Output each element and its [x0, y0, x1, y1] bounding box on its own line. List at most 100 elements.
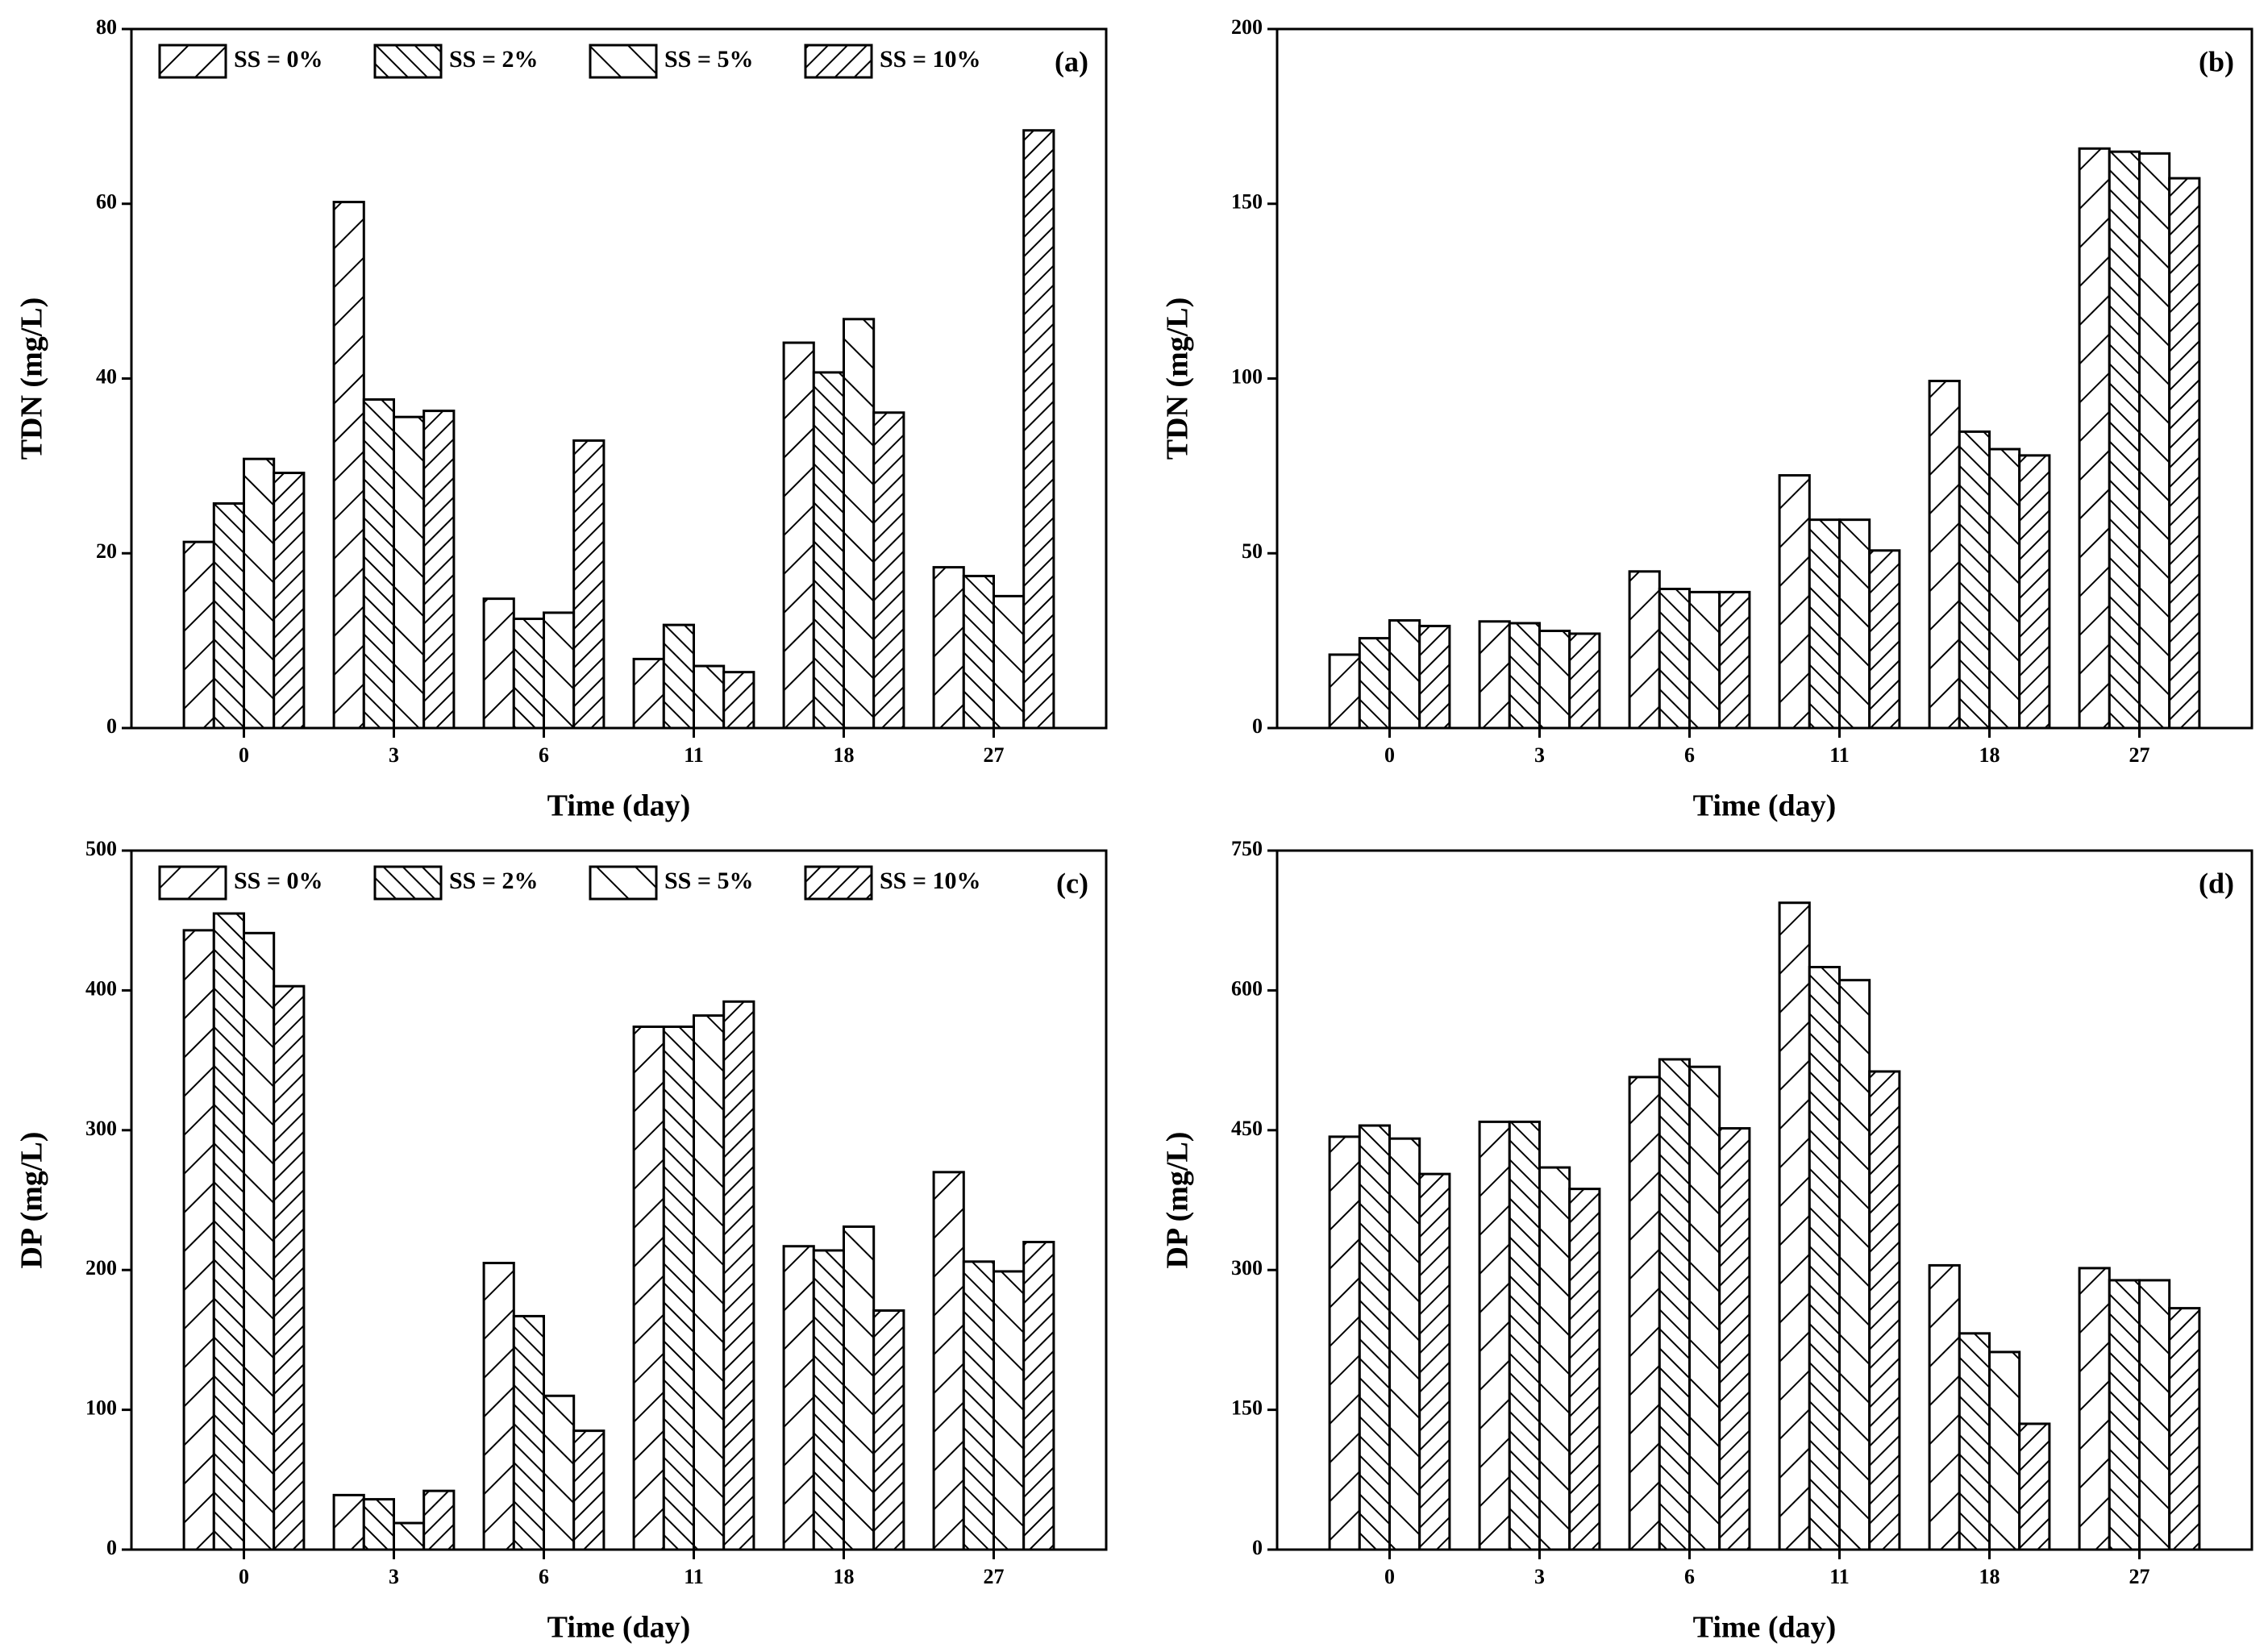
bar [2138, 152, 2171, 730]
plot-frame [1275, 849, 2253, 1551]
bar [2018, 1422, 2051, 1551]
x-tick-label: 11 [684, 743, 704, 767]
bar [1808, 966, 1841, 1551]
legend-label: SS = 10% [880, 868, 980, 894]
bar [962, 1260, 996, 1551]
x-tick-label: 3 [389, 743, 399, 767]
bar [1928, 380, 1961, 730]
bar [1418, 624, 1451, 730]
x-tick-label: 11 [684, 1565, 704, 1588]
bar [722, 1000, 755, 1551]
bar [2138, 1279, 2171, 1551]
x-tick-label: 11 [1829, 743, 1850, 767]
legend-label: SS = 2% [449, 46, 538, 73]
bar [332, 1493, 365, 1551]
bar [1838, 518, 1871, 730]
bar [512, 1314, 545, 1551]
bar [962, 574, 996, 730]
y-tick-label: 60 [96, 190, 117, 214]
x-tick-label: 0 [1384, 743, 1395, 767]
bar [2018, 454, 2051, 730]
bar [993, 594, 1026, 730]
x-tick-label: 6 [539, 743, 549, 767]
x-tick-label: 3 [1534, 1565, 1545, 1588]
x-tick-label: 11 [1829, 1565, 1850, 1588]
bar [332, 201, 365, 730]
bar [1658, 1058, 1692, 1551]
bar [362, 398, 395, 730]
bar [1988, 447, 2021, 730]
legend-label: SS = 0% [234, 46, 323, 73]
bar [1988, 1350, 2021, 1551]
bar [182, 540, 215, 730]
plot-frame [130, 849, 1108, 1551]
x-tick-label: 18 [834, 743, 855, 767]
bar [1418, 1172, 1451, 1551]
bar [1718, 590, 1751, 730]
bar [2108, 1279, 2141, 1551]
x-axis-label: Time (day) [1693, 789, 1837, 823]
bar [1358, 637, 1392, 730]
bar [1928, 1263, 1961, 1551]
x-tick-label: 27 [984, 1565, 1005, 1588]
x-tick-label: 0 [1384, 1565, 1395, 1588]
bar [1778, 474, 1811, 730]
x-tick-label: 18 [834, 1565, 855, 1588]
legend-swatch [373, 44, 443, 79]
bar [1868, 549, 1901, 730]
bar [273, 984, 306, 1551]
x-tick-label: 6 [1684, 1565, 1695, 1588]
bar [1958, 1332, 1991, 1551]
bar [1718, 1126, 1751, 1551]
bar [422, 410, 456, 730]
bar [932, 1171, 965, 1551]
x-tick-label: 27 [984, 743, 1005, 767]
panel-label: (a) [1055, 45, 1088, 77]
bar [693, 664, 726, 730]
x-tick-label: 3 [1534, 743, 1545, 767]
panel-label: (d) [2199, 867, 2234, 899]
y-axis-label: TDN (mg/L) [15, 298, 49, 460]
panel-label: (b) [2199, 45, 2234, 77]
y-tick-label: 0 [106, 1536, 117, 1559]
bar [693, 1014, 726, 1551]
bar [482, 1262, 515, 1551]
legend-swatch [158, 865, 227, 901]
y-tick-label: 50 [1242, 539, 1263, 563]
bar [1388, 1137, 1421, 1551]
legend-swatch [804, 865, 873, 901]
legend-swatch [158, 44, 227, 79]
y-axis-label: DP (mg/L) [1161, 1132, 1195, 1269]
y-tick-label: 150 [1231, 190, 1263, 214]
bar [782, 341, 815, 730]
bar [243, 457, 276, 730]
y-tick-label: 80 [96, 15, 117, 39]
panel-label: (c) [1056, 867, 1088, 899]
bar [543, 1394, 576, 1551]
y-tick-label: 150 [1231, 1396, 1263, 1420]
bar [2078, 1267, 2111, 1551]
x-tick-label: 27 [2129, 743, 2150, 767]
y-tick-label: 200 [1231, 15, 1263, 39]
bar [1808, 518, 1841, 730]
bar [1868, 1070, 1901, 1551]
y-tick-label: 0 [1252, 1536, 1263, 1559]
legend-label: SS = 10% [880, 46, 980, 73]
x-tick-label: 18 [1979, 743, 2000, 767]
bar [722, 671, 755, 730]
bar [782, 1245, 815, 1551]
x-tick-label: 0 [239, 743, 249, 767]
y-tick-label: 200 [85, 1256, 117, 1280]
bar [662, 1025, 695, 1551]
bar [2078, 147, 2111, 730]
legend-label: SS = 0% [234, 868, 323, 894]
bar [1328, 653, 1361, 730]
bar [1388, 618, 1421, 730]
bar [212, 912, 245, 1551]
bar [2168, 177, 2201, 730]
y-axis-label: TDN (mg/L) [1161, 298, 1195, 460]
bar [1628, 1076, 1661, 1551]
y-tick-label: 0 [1252, 714, 1263, 738]
legend-label: SS = 2% [449, 868, 538, 894]
